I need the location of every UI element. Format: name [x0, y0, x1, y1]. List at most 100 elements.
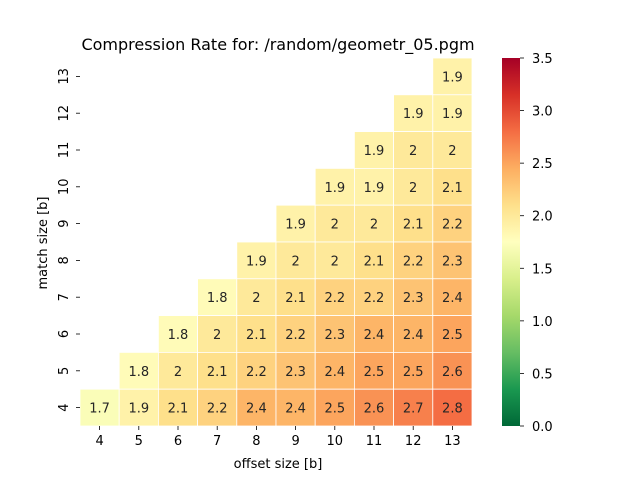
heatmap-cell: [393, 204, 434, 243]
heatmap-cell: [236, 241, 277, 280]
y-tick-label: 13: [57, 68, 72, 85]
heatmap-cell: [314, 204, 355, 243]
cell-value-label: 2: [291, 254, 299, 269]
cell-value-label: 1.8: [128, 365, 149, 380]
cell-value-label: 2.1: [285, 291, 306, 306]
cell-value-label: 2.5: [403, 365, 424, 380]
cell-value-label: 2.2: [207, 402, 228, 417]
cell-value-label: 2.6: [364, 402, 385, 417]
colorbar-gradient: [502, 58, 520, 426]
cell-value-label: 2: [370, 218, 378, 233]
heatmap-cell: [353, 167, 394, 206]
colorbar-tick-label: 0.0: [532, 420, 553, 435]
y-tick-label: 8: [57, 256, 72, 264]
cell-value-label: 1.9: [364, 144, 385, 159]
y-tick-label: 9: [57, 219, 72, 227]
cell-value-label: 1.9: [324, 181, 345, 196]
cell-value-label: 2: [409, 144, 417, 159]
cell-value-label: 2.2: [324, 291, 345, 306]
heatmap-cell: [393, 94, 434, 133]
colorbar-tick-label: 3.5: [532, 52, 553, 67]
colorbar-tick-label: 1.0: [532, 315, 553, 330]
heatmap-cell: [432, 388, 473, 427]
heatmap-cell: [393, 388, 434, 427]
heatmap-cell: [275, 241, 316, 280]
chart-title: Compression Rate for: /random/geometr_05…: [81, 35, 474, 55]
heatmap-cell: [236, 315, 277, 353]
cell-value-label: 2.4: [324, 365, 345, 380]
heatmap-cell: [197, 278, 238, 316]
cell-value-label: 2.4: [364, 328, 385, 343]
cell-value-label: 1.9: [442, 107, 463, 122]
cell-value-label: 2.5: [324, 402, 345, 417]
x-axis-label: offset size [b]: [234, 457, 323, 472]
heatmap-cell: [393, 278, 434, 316]
y-tick-label: 6: [57, 330, 72, 338]
heatmap-cell: [118, 388, 159, 427]
x-tick-label: 6: [174, 434, 182, 449]
cell-value-label: 2.1: [168, 402, 189, 417]
heatmap-cell: [432, 315, 473, 353]
y-tick-label: 5: [57, 367, 72, 375]
cell-value-label: 2.2: [246, 365, 267, 380]
cell-value-label: 1.8: [168, 328, 189, 343]
cell-value-label: 1.9: [364, 181, 385, 196]
cell-value-label: 2.2: [285, 328, 306, 343]
cell-value-label: 1.9: [128, 402, 149, 417]
cell-value-label: 2.2: [442, 218, 463, 233]
heatmap-cell: [314, 351, 355, 390]
cell-value-label: 2.2: [364, 291, 385, 306]
heatmap-cell: [432, 351, 473, 390]
heatmap-cell: [236, 388, 277, 427]
cell-value-label: 1.9: [246, 254, 267, 269]
cell-value-label: 2: [409, 181, 417, 196]
x-axis-ticks: 4 5 6 7 8 9 10 11 12 13: [95, 426, 461, 449]
cell-value-label: 1.8: [207, 291, 228, 306]
colorbar-tick-label: 3.0: [532, 105, 553, 120]
cell-value-label: 2: [331, 254, 339, 269]
heatmap-cell: [79, 388, 120, 427]
cell-value-label: 2.1: [442, 181, 463, 196]
cell-value-label: 2.1: [207, 365, 228, 380]
x-tick-label: 8: [252, 434, 260, 449]
heatmap-cell: [353, 388, 394, 427]
x-tick-label: 9: [291, 434, 299, 449]
y-tick-label: 7: [57, 293, 72, 301]
cell-value-label: 2.6: [442, 365, 463, 380]
cell-value-label: 2.4: [403, 328, 424, 343]
cell-value-label: 2: [252, 291, 260, 306]
cell-value-label: 1.9: [442, 70, 463, 85]
heatmap-cell: [157, 388, 198, 427]
colorbar-tick-label: 1.5: [532, 262, 553, 277]
heatmap-cell: [432, 278, 473, 316]
heatmap-cell: [393, 241, 434, 280]
cell-value-label: 2.7: [403, 402, 424, 417]
cell-value-label: 2.2: [403, 254, 424, 269]
cell-value-label: 2: [174, 365, 182, 380]
cell-value-label: 2: [448, 144, 456, 159]
x-tick-label: 5: [135, 434, 143, 449]
heatmap-cell: [353, 351, 394, 390]
colorbar-tick-label: 0.5: [532, 367, 553, 382]
heatmap-cell: [236, 278, 277, 316]
y-tick-label: 12: [57, 105, 72, 122]
heatmap-cell: [314, 241, 355, 280]
cell-value-label: 2.5: [442, 328, 463, 343]
x-tick-label: 12: [405, 434, 422, 449]
heatmap-cell: [157, 315, 198, 353]
cell-value-label: 2.4: [285, 402, 306, 417]
cell-value-label: 2.3: [442, 254, 463, 269]
y-axis-ticks: 13 12 11 10 9 8 7 6 5 4: [57, 68, 80, 412]
colorbar-tick-label: 2.0: [532, 210, 553, 225]
x-tick-label: 11: [366, 434, 383, 449]
cell-value-label: 2: [213, 328, 221, 343]
y-tick-label: 10: [57, 179, 72, 196]
y-tick-label: 11: [57, 142, 72, 159]
cell-value-label: 2.5: [364, 365, 385, 380]
x-tick-label: 7: [213, 434, 221, 449]
cell-value-label: 2.3: [324, 328, 345, 343]
heatmap-cell: [432, 167, 473, 206]
heatmap-cell: [432, 94, 473, 133]
heatmap-cell: [353, 241, 394, 280]
